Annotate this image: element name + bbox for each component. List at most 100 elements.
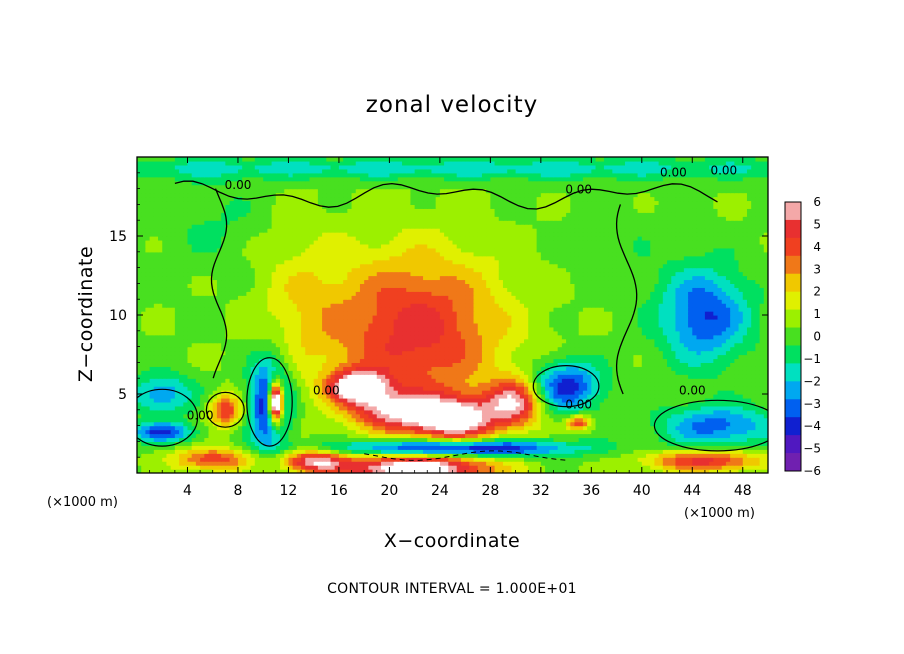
field-cell xyxy=(402,430,407,435)
field-cell xyxy=(760,347,765,352)
field-cell xyxy=(419,430,424,435)
field-cell xyxy=(734,358,739,363)
field-cell xyxy=(579,362,584,367)
field-cell xyxy=(457,351,462,356)
field-cell xyxy=(457,347,462,352)
field-cell xyxy=(734,461,739,466)
field-cell xyxy=(646,445,651,450)
field-cell xyxy=(423,449,428,454)
field-cell xyxy=(596,457,601,462)
field-cell xyxy=(755,374,760,379)
field-cell xyxy=(537,366,542,371)
field-cell xyxy=(234,426,239,431)
field-cell xyxy=(457,445,462,450)
field-cell xyxy=(621,398,626,403)
field-cell xyxy=(684,355,689,360)
field-cell xyxy=(402,414,407,419)
field-cell xyxy=(751,358,756,363)
field-cell xyxy=(621,370,626,375)
field-cell xyxy=(183,355,188,360)
field-cell xyxy=(545,362,550,367)
field-cell xyxy=(646,358,651,363)
field-cell xyxy=(621,449,626,454)
field-cell xyxy=(503,394,508,399)
field-cell xyxy=(490,378,495,383)
field-cell xyxy=(242,445,247,450)
field-cell xyxy=(680,358,685,363)
field-cell xyxy=(562,366,567,371)
field-cell xyxy=(141,445,146,450)
field-cell xyxy=(297,461,302,466)
field-cell xyxy=(671,347,676,352)
field-cell xyxy=(457,358,462,363)
field-cell xyxy=(520,355,525,360)
field-cell xyxy=(650,358,655,363)
field-cell xyxy=(263,406,268,411)
field-cell xyxy=(402,402,407,407)
field-cell xyxy=(638,418,643,423)
field-cell xyxy=(524,465,529,470)
field-cell xyxy=(482,355,487,360)
field-cell xyxy=(293,398,298,403)
field-cell xyxy=(431,441,436,446)
field-cell xyxy=(154,366,159,371)
field-cell xyxy=(209,374,214,379)
field-cell xyxy=(238,351,243,356)
field-cell xyxy=(734,355,739,360)
field-cell xyxy=(503,441,508,446)
field-cell xyxy=(574,374,579,379)
field-cell xyxy=(545,453,550,458)
field-cell xyxy=(625,382,630,387)
field-cell xyxy=(183,457,188,462)
field-cell xyxy=(305,374,310,379)
field-cell xyxy=(532,406,537,411)
field-cell xyxy=(166,378,171,383)
field-cell xyxy=(541,434,546,439)
field-cell xyxy=(629,457,634,462)
field-cell xyxy=(196,426,201,431)
field-cell xyxy=(444,398,449,403)
field-cell xyxy=(667,394,672,399)
field-cell xyxy=(541,382,546,387)
field-cell xyxy=(145,370,150,375)
field-cell xyxy=(625,414,630,419)
field-cell xyxy=(482,441,487,446)
field-cell xyxy=(431,422,436,427)
field-cell xyxy=(537,347,542,352)
field-cell xyxy=(381,374,386,379)
field-cell xyxy=(322,402,327,407)
field-cell xyxy=(474,418,479,423)
field-cell xyxy=(444,343,449,348)
field-cell xyxy=(532,402,537,407)
field-cell xyxy=(234,347,239,352)
field-cell xyxy=(225,453,230,458)
field-cell xyxy=(465,355,470,360)
field-cell xyxy=(482,457,487,462)
field-cell xyxy=(448,457,453,462)
field-cell xyxy=(604,402,609,407)
field-cell xyxy=(377,426,382,431)
field-cell xyxy=(465,402,470,407)
field-cell xyxy=(309,422,314,427)
field-cell xyxy=(747,449,752,454)
field-cell xyxy=(511,434,516,439)
field-cell xyxy=(204,347,209,352)
field-cell xyxy=(730,437,735,442)
field-cell xyxy=(739,378,744,383)
field-cell xyxy=(633,461,638,466)
field-cell xyxy=(520,426,525,431)
field-cell xyxy=(583,414,588,419)
field-cell xyxy=(331,414,336,419)
field-cell xyxy=(461,402,466,407)
field-cell xyxy=(394,398,399,403)
field-cell xyxy=(398,398,403,403)
field-cell xyxy=(579,378,584,383)
field-cell xyxy=(760,366,765,371)
field-cell xyxy=(150,453,155,458)
field-cell xyxy=(566,426,571,431)
field-cell xyxy=(360,441,365,446)
field-cell xyxy=(566,430,571,435)
field-cell xyxy=(381,366,386,371)
field-cell xyxy=(654,406,659,411)
field-cell xyxy=(394,382,399,387)
